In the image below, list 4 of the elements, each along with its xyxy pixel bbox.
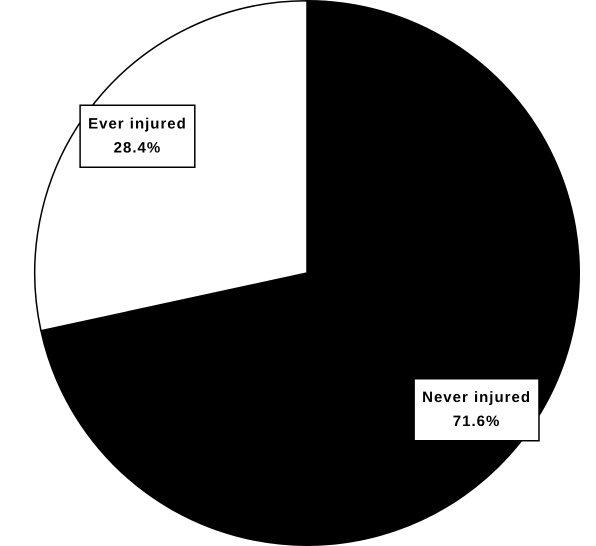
slice-label: Never injured — [422, 388, 531, 406]
data-label: 71.6% — [452, 412, 500, 430]
slice-label: Ever injured — [88, 115, 187, 132]
data-label: 28.4% — [114, 139, 162, 156]
